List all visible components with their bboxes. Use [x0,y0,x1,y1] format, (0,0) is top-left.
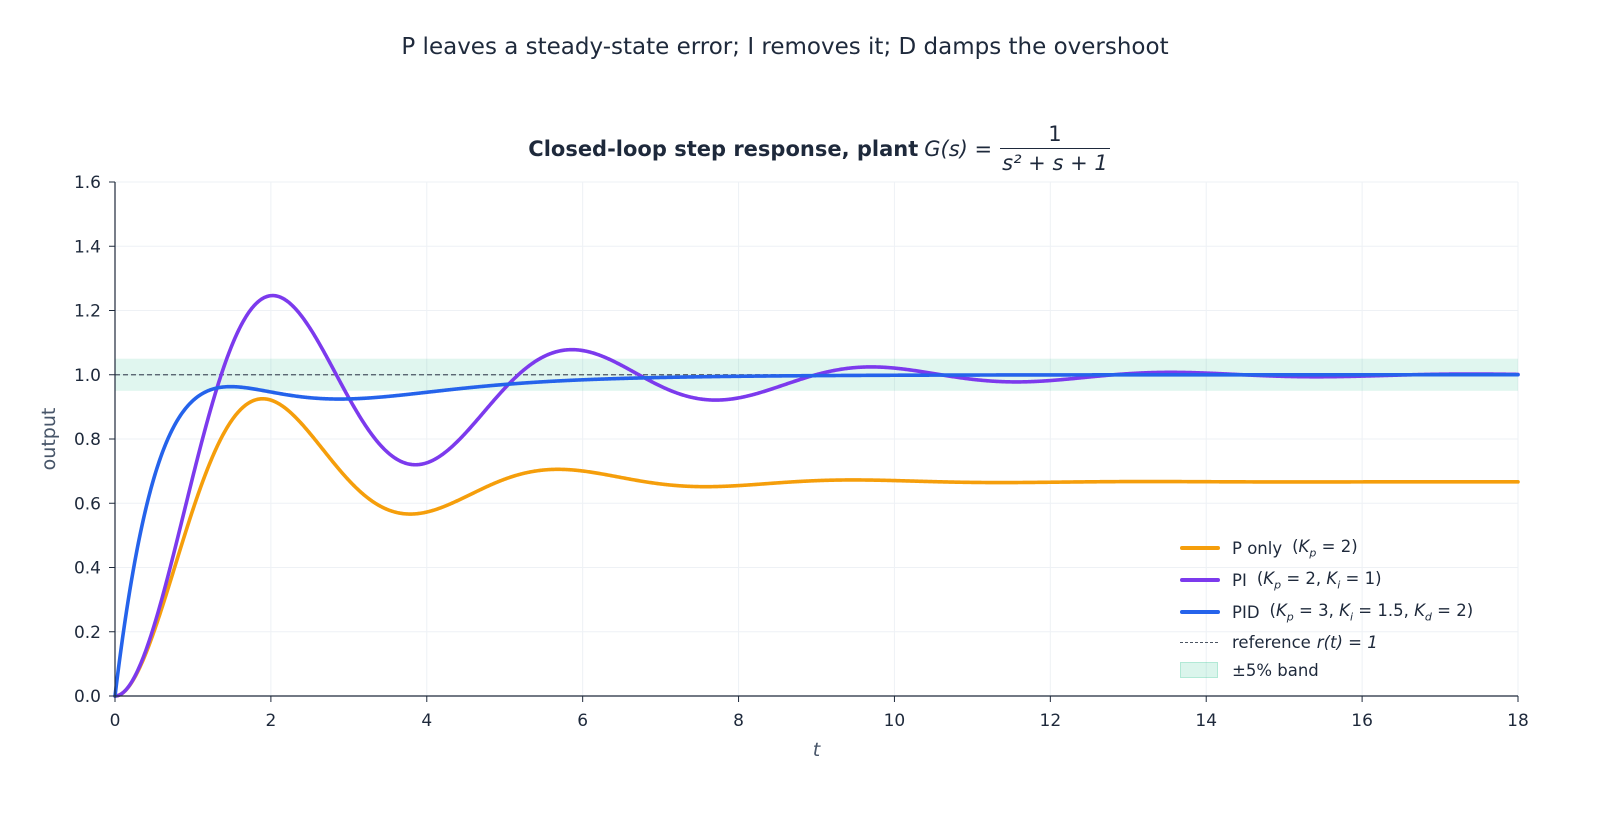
legend-item: PI (Kp = 2, Ki = 1) [1180,564,1473,596]
legend-expr: r(t) = 1 [1316,632,1378,652]
param-subscript: p [1286,610,1294,624]
param-symbol: K [1414,600,1425,620]
param-subscript: d [1424,610,1432,624]
y-tick-label: 0.4 [74,559,101,579]
x-axis-label: t [813,739,822,761]
param-symbol: K [1263,568,1275,588]
chart-title-lhs: G(s) = [924,136,993,161]
param-subscript: p [1309,546,1317,560]
param-subscript: i [1337,578,1341,592]
param-value: 3 [1318,600,1329,620]
x-tick-label: 8 [733,711,744,731]
legend: P only (Kp = 2) PI (Kp = 2, Ki = 1) PID (Kp =… [1180,532,1473,684]
legend-params: (Kp = 2) [1292,536,1358,560]
legend-item: P only (Kp = 2) [1180,532,1473,564]
legend-item: ±5% band [1180,656,1473,684]
x-tick-label: 6 [577,711,588,731]
param-symbol: K [1275,600,1287,620]
series-line-p-only [113,396,1520,698]
fraction-numerator: 1 [1000,122,1110,149]
chart-title-fraction: 1 s² + s + 1 [1000,122,1110,175]
legend-swatch [1180,578,1220,582]
legend-dash-swatch [1180,641,1218,643]
legend-label: PID [1232,602,1260,622]
legend-swatch [1180,610,1220,614]
y-tick-label: 0.2 [74,623,101,643]
legend-label: P only [1232,538,1283,558]
x-tick-label: 18 [1507,711,1529,731]
legend-label: PI [1232,570,1247,590]
param-symbol: K [1326,568,1338,588]
param-subscript: i [1349,610,1353,624]
x-tick-label: 4 [421,711,432,731]
y-tick-label: 0.6 [74,494,101,514]
param-symbol: K [1339,600,1350,620]
x-tick-label: 0 [110,711,121,731]
legend-item: reference r(t) = 1 [1180,628,1473,656]
x-tick-label: 16 [1351,711,1373,731]
param-value: 2 [1456,600,1467,620]
param-symbol: K [1298,536,1310,556]
y-tick-label: 1.4 [74,237,101,257]
x-tick-label: 2 [265,711,276,731]
param-subscript: p [1274,578,1282,592]
legend-params: (Kp = 2, Ki = 1) [1256,568,1382,592]
legend-band-swatch [1180,662,1218,678]
y-tick-label: 1.6 [74,173,101,193]
chart-title: Closed-loop step response, plant G(s) = … [0,122,1601,175]
y-tick-label: 0.8 [74,430,101,450]
x-tick-label: 12 [1040,711,1062,731]
figure-suptitle: P leaves a steady-state error; I removes… [401,34,1169,60]
legend-item: PID (Kp = 3, Ki = 1.5, Kd = 2) [1180,596,1473,628]
param-value: 2 [1305,568,1316,588]
legend-label: reference [1232,632,1311,652]
param-value: 1 [1364,568,1376,588]
param-value: 2 [1340,536,1352,556]
y-tick-label: 0.0 [74,687,101,707]
legend-swatch [1180,546,1220,550]
legend-params: (Kp = 3, Ki = 1.5, Kd = 2) [1269,600,1474,624]
param-value: 1.5 [1377,600,1404,620]
y-tick-label: 1.0 [74,366,101,386]
chart-title-text: Closed-loop step response, plant [528,136,919,161]
series-line-pid [113,372,1520,698]
x-tick-label: 14 [1195,711,1217,731]
y-tick-label: 1.2 [74,302,101,322]
fraction-denominator: s² + s + 1 [1002,151,1108,175]
legend-label: ±5% band [1232,660,1319,680]
x-tick-label: 10 [884,711,906,731]
y-axis-label: output [38,408,60,471]
